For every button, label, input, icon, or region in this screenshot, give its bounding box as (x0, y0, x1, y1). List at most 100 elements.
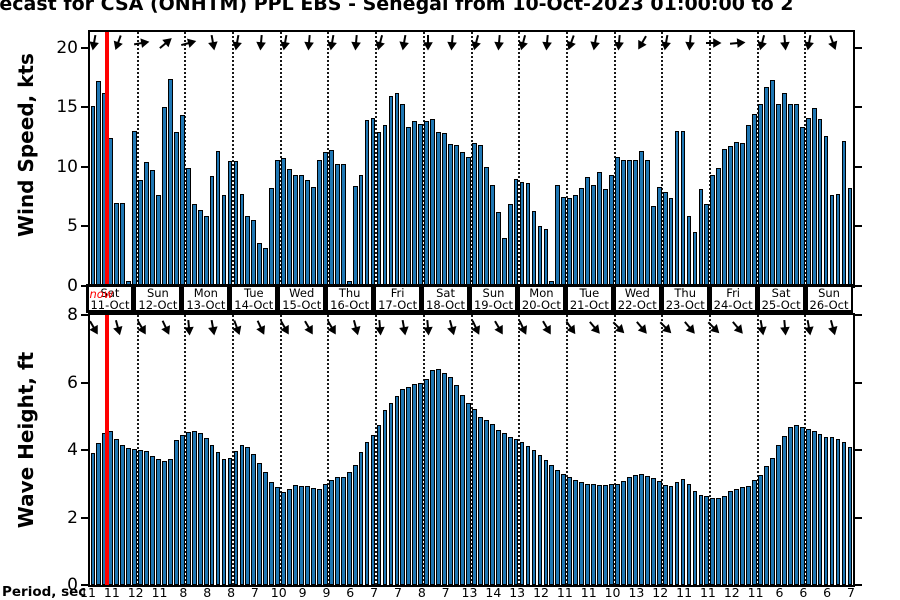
wave-height-direction-arrow (203, 318, 224, 339)
wind-speed-bar (567, 197, 573, 286)
wind-speed-direction-arrow (227, 33, 248, 54)
wind-speed-bar (173, 132, 179, 286)
period-value: 11 (151, 585, 168, 600)
wave-height-bar (519, 441, 525, 585)
day-of-week-label: Wed (624, 287, 650, 300)
wind-speed-bar (358, 175, 364, 286)
wind-speed-ytick-label: 15 (56, 97, 78, 118)
wave-height-bar (525, 446, 531, 585)
wave-height-bar (412, 383, 418, 585)
wind-speed-bar (328, 150, 334, 286)
wave-height-direction-arrow (606, 315, 631, 340)
wave-height-direction-arrow (751, 318, 772, 339)
period-value: 7 (370, 585, 379, 600)
wave-height-direction-arrow (487, 316, 512, 341)
wave-height-bar (704, 495, 710, 585)
wave-height-bar (126, 447, 132, 585)
period-values-row: 11 11 12 11 8 8 8 7 10 9 9 6 7 7 8 7 13 14 13 12 11 11 10 13 12 1… (80, 585, 868, 600)
wave-height-bar (579, 482, 585, 585)
wave-height-bar (388, 402, 394, 585)
wave-height-bar (346, 471, 352, 585)
wave-height-bar (281, 491, 286, 585)
wave-height-bar (472, 408, 477, 585)
period-value: 6 (799, 585, 808, 600)
wave-height-bar (621, 481, 626, 585)
wave-height-bar (132, 448, 137, 585)
wind-speed-direction-arrow (347, 33, 367, 53)
period-value: 8 (417, 585, 426, 600)
wave-height-bar (245, 446, 251, 585)
wind-speed-bar (287, 169, 292, 286)
wave-height-bar (334, 477, 340, 585)
wind-speed-bar (430, 119, 436, 286)
tick-mark (81, 106, 88, 109)
wave-height-bar (352, 465, 358, 585)
wave-height-bar (531, 450, 537, 585)
wave-height-direction-arrow (394, 318, 415, 339)
wind-speed-bar (442, 133, 447, 286)
wind-speed-bar (299, 175, 304, 286)
period-value: 13 (461, 585, 478, 600)
wind-speed-bar (501, 238, 507, 286)
wave-height-direction-arrow (296, 316, 321, 341)
period-value: 10 (604, 585, 621, 600)
wave-height-direction-arrow (654, 315, 679, 340)
tick-mark (81, 314, 88, 316)
wave-height-ytick-label: 0 (67, 575, 78, 595)
wave-height-bar (680, 479, 686, 585)
wave-height-direction-arrow (441, 317, 463, 339)
day-gridline (232, 32, 235, 286)
period-value: 11 (699, 585, 716, 600)
tick-mark (81, 516, 88, 519)
wave-height-bar (138, 450, 143, 585)
wave-height-bar (501, 433, 507, 585)
wave-height-bar (615, 483, 620, 585)
wave-height-direction-arrow (272, 316, 297, 341)
wind-speed-bar (334, 164, 340, 286)
period-value: 11 (80, 585, 96, 600)
wave-height-direction-arrow (701, 315, 726, 340)
wave-height-bar (597, 485, 602, 585)
wave-height-direction-arrow (180, 318, 200, 338)
wind-speed-bar (108, 138, 114, 286)
wind-speed-bar (364, 120, 370, 286)
wave-height-bar (626, 477, 632, 585)
wind-speed-bar (805, 117, 811, 286)
day-of-week-label: Sun (818, 287, 840, 300)
wave-height-ytick-label: 4 (67, 440, 78, 460)
wind-speed-bar (698, 189, 704, 286)
wave-height-direction-arrow (725, 315, 750, 340)
date-label: 20-Oct (521, 297, 561, 310)
wave-height-chart: 0 2 4 6 8 (67, 305, 862, 595)
wind-speed-bar (156, 195, 161, 286)
wind-speed-bar (537, 226, 543, 286)
wind-speed-bar (615, 157, 620, 286)
wind-speed-bar (376, 132, 382, 286)
day-label-cell: Mon 20-Oct (519, 287, 563, 310)
wind-speed-direction-arrow (559, 31, 582, 54)
day-label-cell: Tue 14-Oct (232, 287, 276, 310)
wave-height-bar (698, 494, 704, 585)
wave-height-bar (394, 396, 400, 585)
wind-speed-ytick-label: 5 (67, 216, 78, 237)
day-gridline (661, 315, 664, 585)
day-of-week-label: Mon (193, 287, 218, 300)
wind-speed-direction-arrow (322, 33, 343, 54)
day-gridline (327, 315, 330, 585)
wind-speed-bar (293, 175, 298, 286)
wave-height-bar (233, 451, 239, 585)
wave-height-bar (114, 438, 120, 585)
wind-speed-bar (352, 185, 358, 286)
wave-height-bar (197, 433, 203, 585)
date-label: 18-Oct (426, 297, 466, 310)
wind-speed-bar (400, 103, 406, 286)
wave-height-bar (227, 458, 233, 585)
wind-speed-bar (519, 182, 525, 286)
wave-height-direction-arrow (370, 318, 390, 338)
wave-height-bar (799, 427, 805, 585)
wave-height-bar (257, 462, 263, 585)
period-value: 13 (628, 585, 645, 600)
wind-y-axis-label: Wind Speed, kts (14, 53, 38, 237)
wave-height-bar (322, 483, 328, 585)
wind-speed-bar (424, 121, 430, 286)
